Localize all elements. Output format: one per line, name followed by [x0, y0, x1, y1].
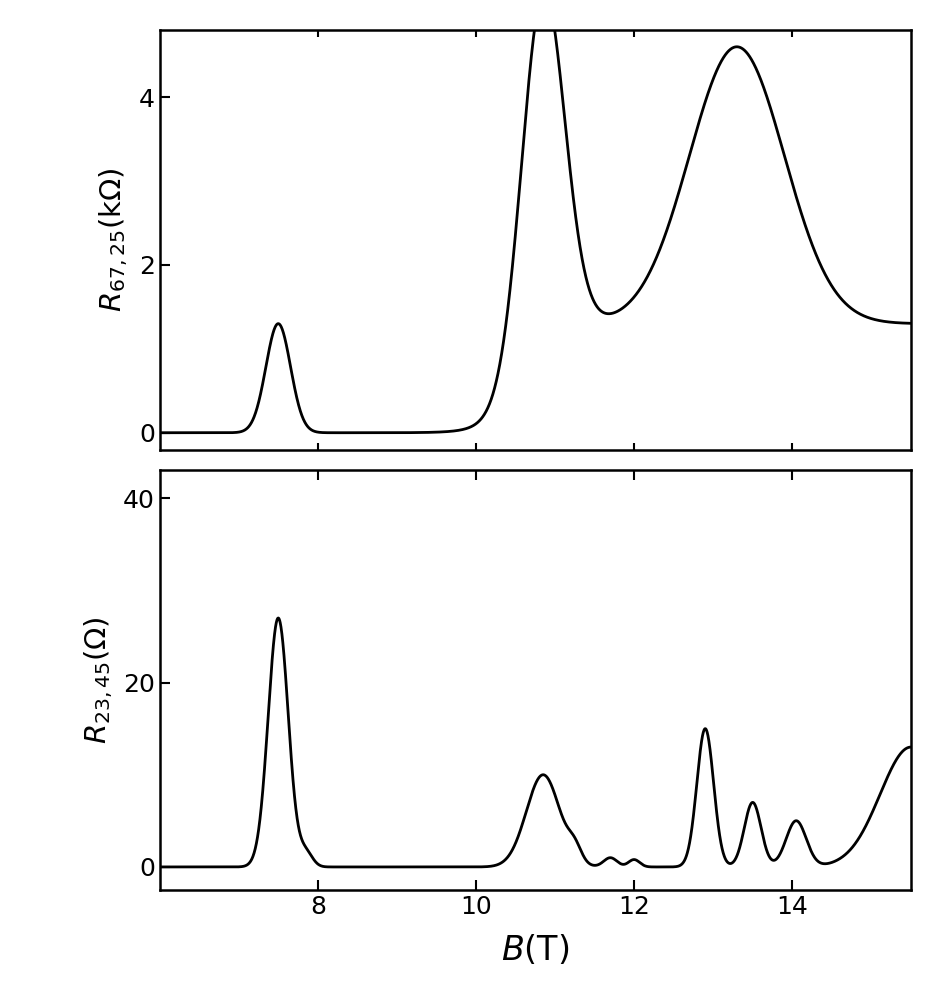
- Y-axis label: $R_{67,25}$(k$\Omega$): $R_{67,25}$(k$\Omega$): [98, 167, 131, 312]
- X-axis label: $B$(T): $B$(T): [501, 933, 569, 967]
- Y-axis label: $R_{23,45}$($\Omega$): $R_{23,45}$($\Omega$): [82, 616, 115, 744]
